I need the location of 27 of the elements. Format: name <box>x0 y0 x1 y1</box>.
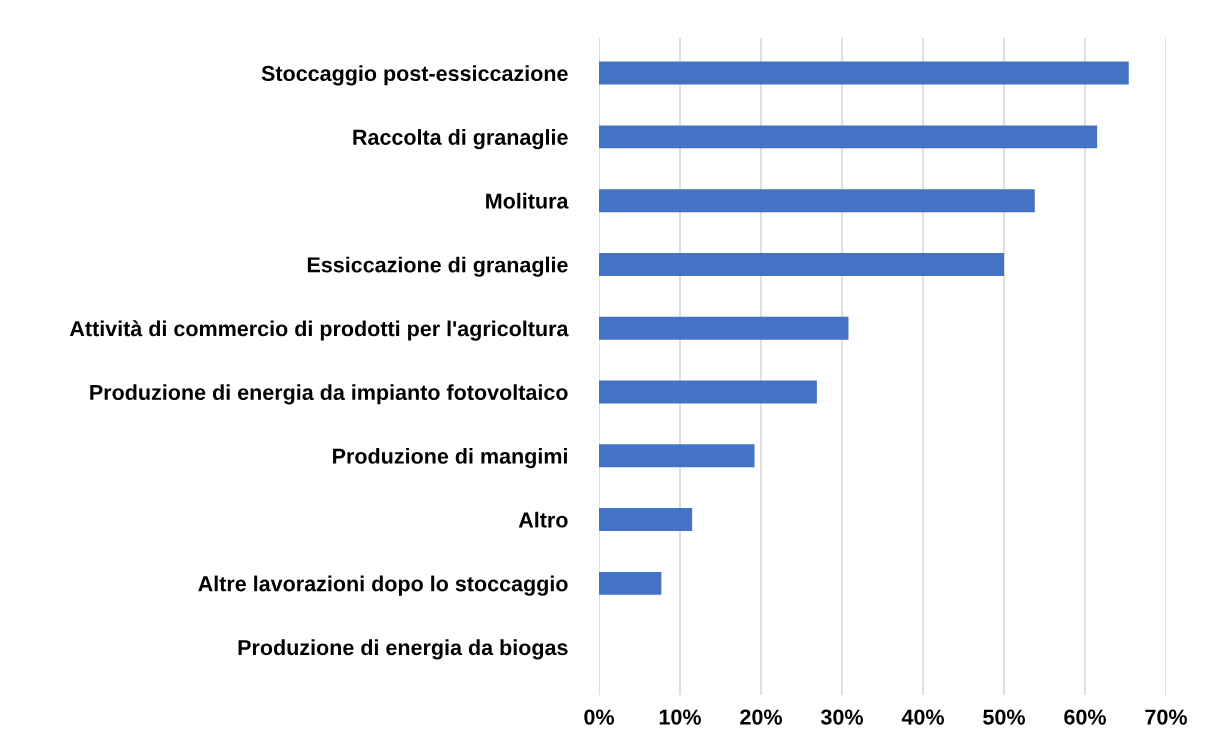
bar <box>599 508 693 532</box>
x-tick-label: 10% <box>659 709 701 725</box>
bar <box>599 189 1035 213</box>
y-tick-label: Produzione di mangimi <box>333 448 567 469</box>
x-tick-label: 50% <box>983 709 1025 725</box>
bar <box>599 125 1098 149</box>
x-tick-label: 30% <box>820 709 863 725</box>
bar <box>599 571 662 595</box>
y-tick-label: Produzione di energia da biogas <box>238 639 568 660</box>
y-tick-label: Attività di commercio di prodotti per l'agricoltura <box>69 320 569 341</box>
y-tick-label: Altre lavorazioni dopo lo stoccaggio <box>198 575 568 596</box>
bar <box>599 316 849 340</box>
x-tick-label: 40% <box>901 709 944 725</box>
y-tick-label: Altro <box>518 511 568 528</box>
x-tick-label: 70% <box>1145 709 1187 725</box>
y-tick-label: Produzione di energia da impianto fotovoltaico <box>90 384 568 405</box>
x-tick-label: 20% <box>740 709 782 725</box>
bar <box>599 252 1004 276</box>
bar <box>599 61 1129 85</box>
x-tick-label: 60% <box>1064 709 1106 725</box>
y-tick-label: Essiccazione di granaglie <box>307 256 568 277</box>
y-tick-label: Stoccaggio post-essiccazione <box>261 65 568 86</box>
bar <box>599 380 817 404</box>
y-tick-label: Molitura <box>486 192 569 209</box>
bar <box>599 444 755 468</box>
x-tick-label: 0% <box>584 709 614 725</box>
y-tick-label: Raccolta di granaglie <box>353 129 568 150</box>
